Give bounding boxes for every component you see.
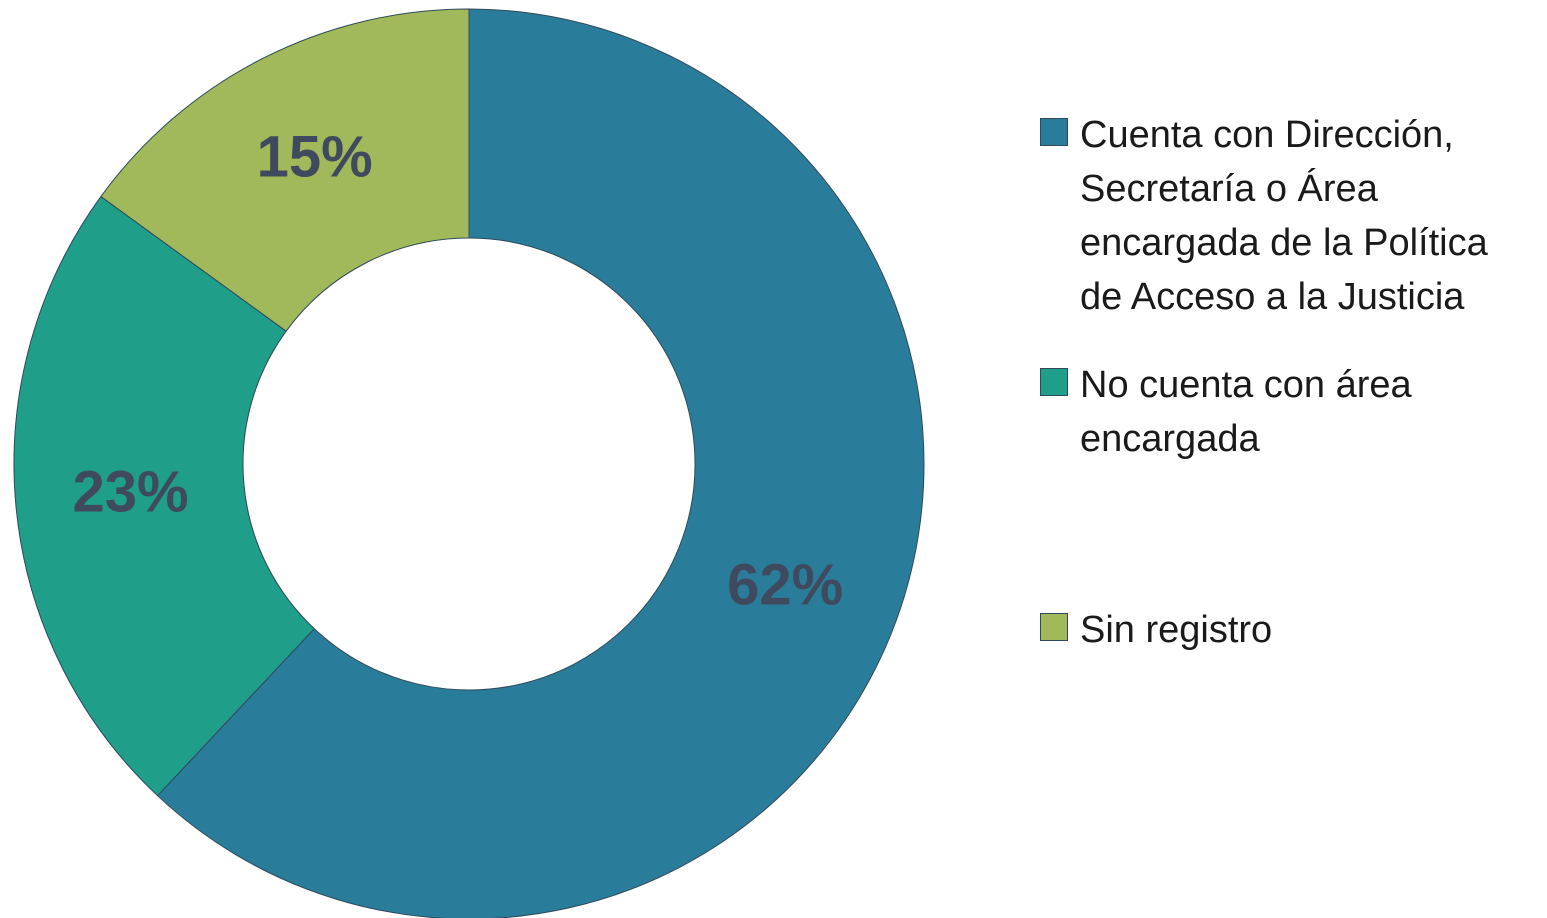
legend-item: Cuenta con Dirección, Secretaría o Área …: [1040, 108, 1540, 324]
legend-swatch: [1040, 118, 1068, 146]
donut-slice: [100, 8, 470, 332]
legend-label: Sin registro: [1080, 609, 1273, 651]
data-label: 62%: [727, 552, 843, 617]
legend-item: Sin registro: [1040, 603, 1540, 657]
data-label: 23%: [72, 459, 188, 524]
donut-slice: [13, 195, 315, 797]
legend-item: No cuenta con área encargada: [1040, 358, 1540, 466]
chart: 62% 23% 15%: [13, 8, 925, 918]
legend-swatch: [1040, 613, 1068, 641]
data-label: 15%: [257, 124, 373, 189]
legend-swatch: [1040, 368, 1068, 396]
legend-label: Cuenta con Dirección, Secretaría o Área …: [1080, 114, 1488, 318]
legend-label: No cuenta con área encargada: [1080, 364, 1412, 460]
donut-slice: [156, 8, 925, 918]
